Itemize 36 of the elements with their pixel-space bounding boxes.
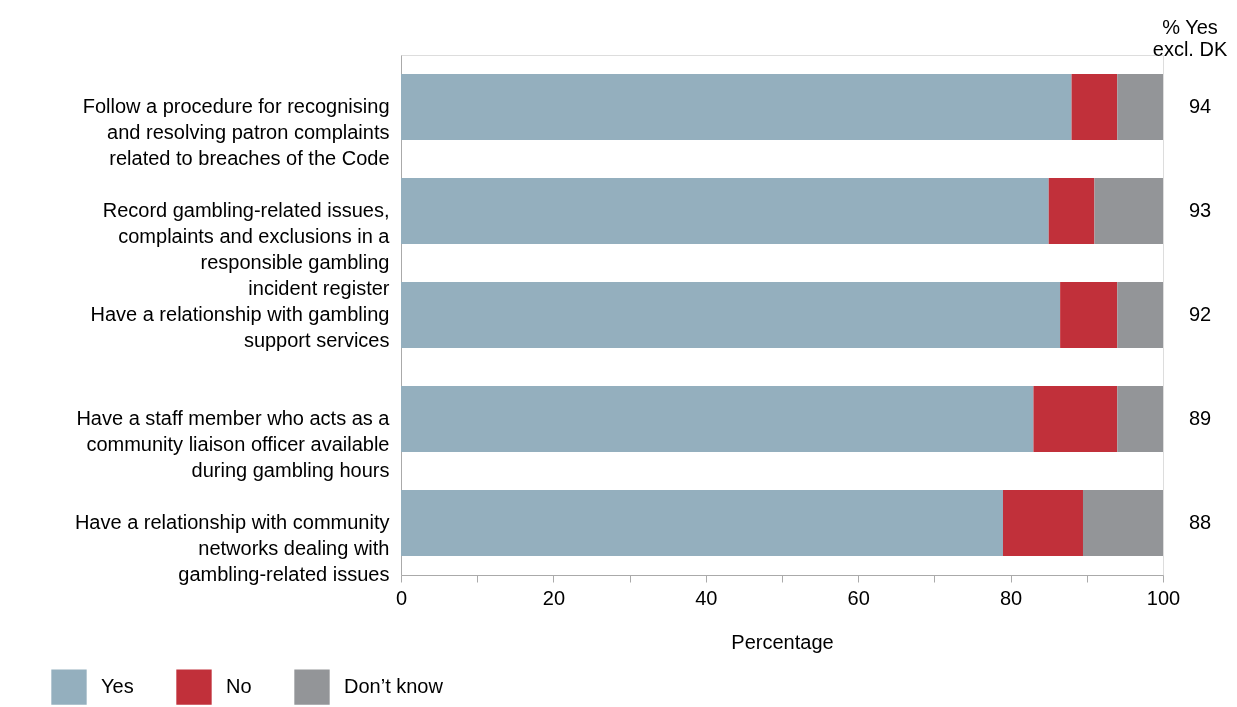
bar [401, 177, 1049, 245]
text: 94 [1188, 95, 1212, 117]
bar [401, 73, 1072, 141]
y-tick-label: Have a staff member who acts as a community liaison officer available during gambling hours [76, 407, 391, 481]
bar [1117, 281, 1163, 349]
bar [1094, 177, 1163, 245]
legend-label: Don’t know [344, 675, 444, 698]
bar [1117, 385, 1163, 453]
y-tick-label: Record gambling-related issues, complaints and exclusions in a responsible gambling incident register [102, 199, 391, 299]
x-axis-title: Percentage [731, 630, 834, 653]
legend-label: Yes [101, 675, 134, 698]
bar [1117, 73, 1163, 141]
text: 92 [1188, 303, 1212, 325]
bar [1002, 489, 1083, 557]
y-tick-label: Follow a procedure for recognising and resolving patron complaints related to breaches of the Code [82, 95, 390, 169]
text: 89 [1188, 407, 1212, 429]
legend-label: No [226, 675, 252, 698]
bar [1033, 385, 1118, 453]
text: 93 [1188, 199, 1212, 221]
bar [401, 489, 1003, 557]
x-tick-label: 80 [999, 586, 1023, 609]
bar [1082, 489, 1163, 557]
annotation: % Yes excl. DK [1152, 16, 1228, 60]
x-tick-label: 20 [542, 586, 566, 609]
x-tick-label: 40 [695, 586, 718, 609]
x-tick-label: 100 [1146, 586, 1181, 609]
x-tick-label: 0 [395, 586, 408, 609]
bar [401, 385, 1034, 453]
bar [1048, 177, 1095, 245]
y-tick-label: Have a relationship with gambling support services [90, 303, 390, 351]
text: 88 [1188, 511, 1212, 533]
bar [1060, 281, 1118, 349]
bar [1071, 73, 1118, 141]
x-tick-label: 60 [847, 586, 870, 609]
y-tick-label: Have a relationship with community networks dealing with gambling-related issues [74, 511, 390, 585]
bar [401, 281, 1061, 349]
